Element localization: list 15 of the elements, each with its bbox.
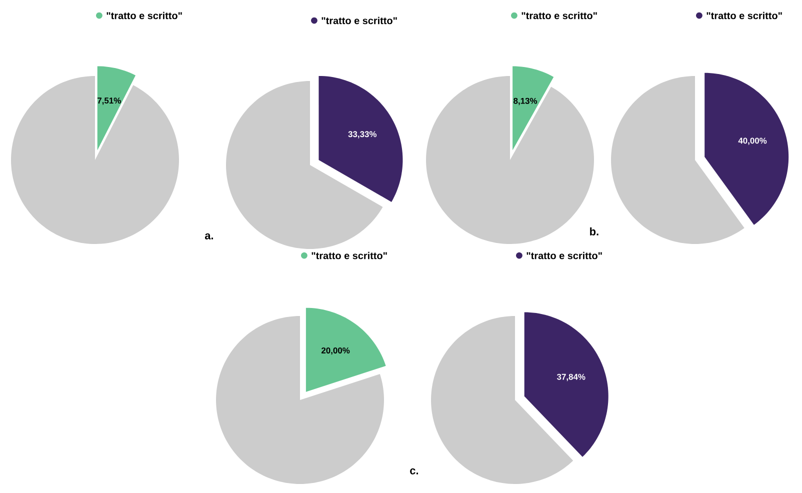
legend-label: "tratto e scritto" [106, 12, 182, 20]
data-label: 33,33% [348, 131, 377, 138]
data-label: 37,84% [556, 374, 586, 382]
data-label: 40,00% [738, 138, 767, 145]
text: c. [410, 468, 418, 474]
legend-label: "tratto e scritto" [526, 252, 602, 260]
legend-label: "tratto e scritto" [706, 12, 782, 20]
legend-label: "tratto e scritto" [322, 16, 397, 24]
text: b. [590, 227, 598, 236]
legend-label: "tratto e scritto" [312, 252, 387, 260]
data-label: 20,00% [321, 347, 350, 355]
text: a. [204, 233, 214, 240]
legend-label: "tratto e scritto" [522, 12, 597, 20]
data-label: 8,13% [514, 98, 538, 106]
data-label: 7,51% [97, 98, 121, 105]
